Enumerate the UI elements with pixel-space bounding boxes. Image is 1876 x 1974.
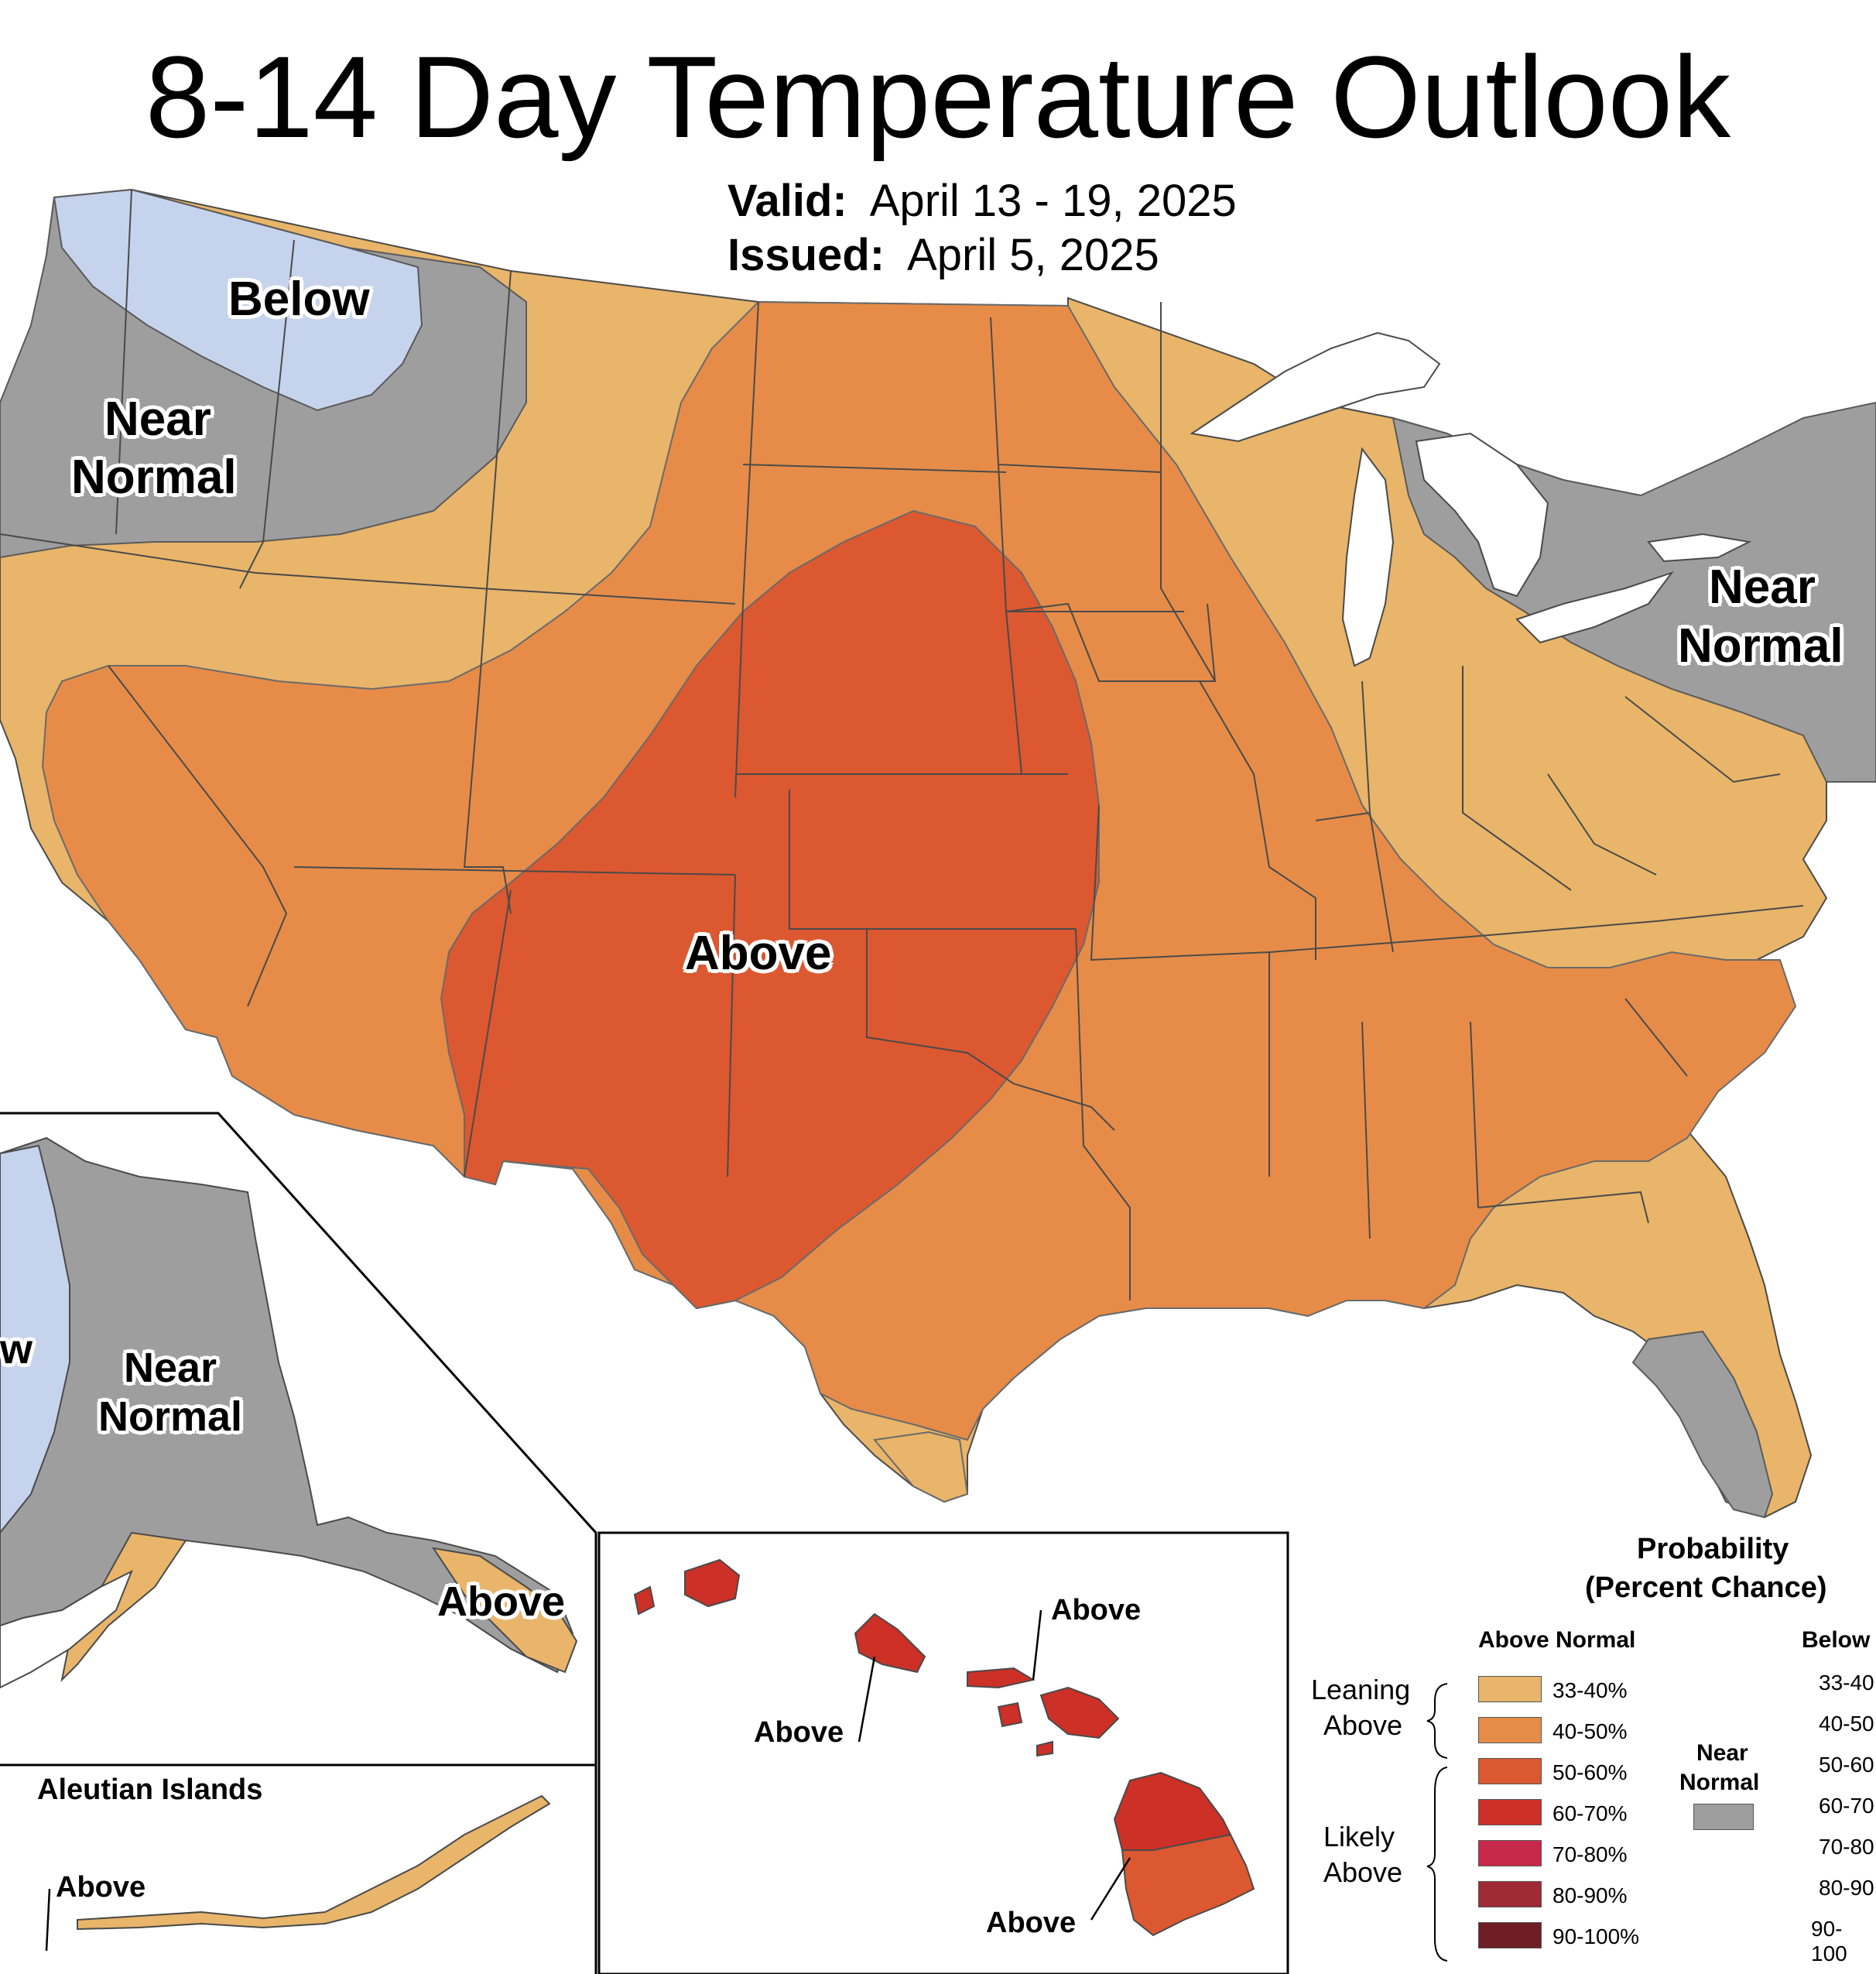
aleutian-above-label: Above (56, 1871, 146, 1904)
hawaii-leader-line-maui (1032, 1609, 1042, 1681)
florida-near-normal-region (1631, 1330, 1774, 1519)
legend-below-row-label: 90-100 (1811, 1917, 1847, 1965)
lake-ontario (1647, 533, 1752, 563)
legend-title-2: (Percent Chance) (1585, 1571, 1827, 1604)
valid-line: Valid: April 13 - 19, 2025 (727, 174, 1237, 228)
alaska-near-label-2: Normal (98, 1393, 243, 1440)
molokai-island (967, 1667, 1036, 1689)
kahoolawe-island (1036, 1740, 1053, 1757)
oahu-island (854, 1612, 926, 1674)
alaska-above-label: Above (437, 1578, 566, 1625)
legend-above-header: Above Normal (1478, 1627, 1636, 1653)
legend-likely-2: Above (1323, 1856, 1403, 1888)
big-island-south-region (1121, 1833, 1255, 1937)
hawaii-above-label-maui: Above (1051, 1594, 1142, 1626)
legend-below-header: Below (1802, 1627, 1871, 1653)
legend-row-label: 40-50% (1552, 1719, 1628, 1743)
niihau-island (633, 1585, 656, 1616)
legend-row-label: 90-100% (1552, 1924, 1640, 1948)
conus-below-label: Below (228, 272, 370, 326)
legend-leaning-2: Above (1323, 1709, 1403, 1741)
alaska-near-label-1: Near (124, 1345, 217, 1391)
lake-huron (1415, 432, 1549, 598)
legend-swatch-50-60 (1478, 1758, 1542, 1784)
hawaii-above-label-big: Above (986, 1907, 1077, 1939)
legend-swatch-40-50 (1478, 1717, 1542, 1743)
legend-row-label: 50-60% (1552, 1760, 1628, 1784)
alaska-below-label-partial: w (0, 1326, 33, 1373)
conus-below-normal-region (53, 188, 423, 412)
alaska-inset-frame (0, 1112, 597, 1974)
issued-line: Issued: April 5, 2025 (727, 228, 1159, 283)
legend-below-row-label: 80-90 (1819, 1876, 1874, 1900)
legend-near-normal-swatch (1693, 1804, 1754, 1830)
aleutian-islands-shape (77, 1794, 551, 1931)
legend-below-row-label: 40-50 (1819, 1712, 1874, 1736)
aleutian-title: Aleutian Islands (37, 1774, 263, 1806)
texas-tip-above-33-40 (873, 1431, 969, 1503)
legend: Probability (Percent Chance) Above Norma… (1300, 1533, 1876, 1974)
lake-michigan (1341, 447, 1395, 667)
state-boundaries (0, 189, 1804, 1301)
conus-near-ne-label-2: Normal (1678, 619, 1843, 673)
hawaii-above-label-oahu: Above (754, 1716, 844, 1749)
legend-swatch-90-100 (1478, 1922, 1542, 1948)
conus-near-nw-label-1: Near (104, 392, 211, 446)
lake-superior (1190, 331, 1441, 443)
alaska-north-slope-white (0, 1569, 133, 1689)
maui-island (1039, 1686, 1120, 1739)
conus-above-50-60-region (440, 509, 1100, 1310)
hawaii-leader-line-oahu (858, 1656, 876, 1743)
legend-below-row-label: 70-80 (1819, 1835, 1874, 1859)
map-title: 8-14 Day Temperature Outlook (145, 32, 1731, 162)
issued-value: April 5, 2025 (907, 230, 1159, 280)
lake-erie (1515, 571, 1674, 644)
conus-above-label: Above (685, 927, 832, 980)
valid-label: Valid: (727, 176, 847, 226)
conus-near-ne-label-1: Near (1709, 560, 1816, 614)
alaska-below-normal-region (0, 1144, 70, 1534)
lanai-island (997, 1702, 1023, 1728)
legend-swatch-80-90 (1478, 1881, 1542, 1907)
legend-row-label: 80-90% (1552, 1883, 1628, 1907)
kauai-island (684, 1558, 741, 1608)
conus-near-nw-label-2: Normal (71, 451, 237, 504)
legend-below-row-label: 60-70 (1819, 1794, 1874, 1818)
issued-label: Issued: (727, 230, 885, 280)
legend-swatch-60-70 (1478, 1799, 1542, 1825)
legend-row-label: 70-80% (1552, 1842, 1628, 1866)
legend-row-label: 60-70% (1552, 1801, 1628, 1825)
legend-near-1: Near (1696, 1740, 1748, 1766)
legend-swatch-33-40 (1478, 1676, 1542, 1702)
legend-row-label: 33-40% (1552, 1678, 1628, 1702)
legend-near-2: Normal (1679, 1770, 1760, 1795)
legend-swatch-70-80 (1478, 1840, 1542, 1866)
alaska-inset (0, 1112, 597, 1974)
aleutian-leader-line (45, 1888, 51, 1952)
legend-title-1: Probability (1637, 1533, 1789, 1565)
legend-braces (1426, 1683, 1448, 1962)
alaska-above-region-se (431, 1547, 578, 1674)
legend-leaning-1: Leaning (1311, 1674, 1411, 1705)
legend-below-row-label: 33-40 (1819, 1671, 1874, 1695)
hawaii-leader-line-big (1090, 1857, 1131, 1921)
hawaii-inset (597, 1531, 1289, 1974)
valid-value: April 13 - 19, 2025 (869, 176, 1237, 226)
legend-below-row-label: 50-60 (1819, 1753, 1874, 1777)
legend-likely-1: Likely (1323, 1821, 1395, 1852)
